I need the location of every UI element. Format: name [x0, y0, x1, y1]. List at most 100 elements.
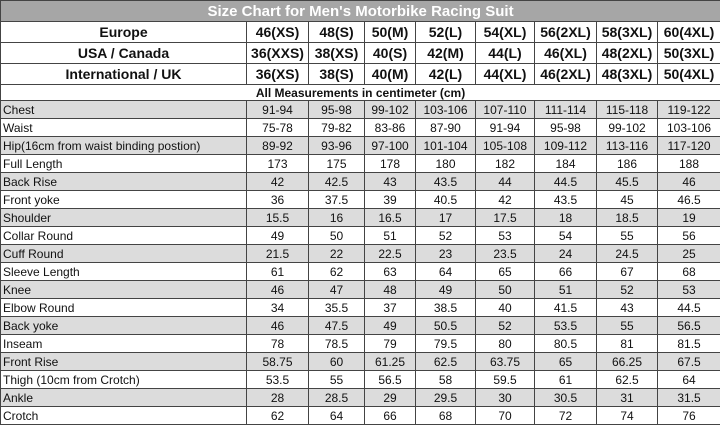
- size-label: 44(XL): [476, 64, 535, 85]
- measurement-value: 15.5: [247, 209, 309, 227]
- measurement-value: 37: [365, 299, 416, 317]
- measurement-value: 180: [416, 155, 476, 173]
- chart-title: Size Chart for Men's Motorbike Racing Su…: [1, 1, 720, 22]
- size-label: 58(3XL): [597, 22, 658, 43]
- measurement-value: 91-94: [247, 101, 309, 119]
- measurement-value: 49: [247, 227, 309, 245]
- measurement-value: 51: [365, 227, 416, 245]
- measurement-label: Inseam: [1, 335, 247, 353]
- size-label: 36(XS): [247, 64, 309, 85]
- size-label: 44(L): [476, 43, 535, 64]
- measurement-label: Crotch: [1, 407, 247, 425]
- measurement-value: 30.5: [535, 389, 597, 407]
- size-label: 54(XL): [476, 22, 535, 43]
- measurement-value: 80.5: [535, 335, 597, 353]
- measurement-value: 44: [476, 173, 535, 191]
- title-row: Size Chart for Men's Motorbike Racing Su…: [1, 1, 720, 22]
- measurement-value: 29: [365, 389, 416, 407]
- size-label: 48(3XL): [597, 64, 658, 85]
- measurement-value: 79.5: [416, 335, 476, 353]
- measurement-value: 95-98: [309, 101, 365, 119]
- measurement-value: 62: [247, 407, 309, 425]
- measurement-value: 109-112: [535, 137, 597, 155]
- measurement-value: 99-102: [365, 101, 416, 119]
- measurement-note: All Measurements in centimeter (cm): [1, 85, 720, 101]
- measurement-value: 107-110: [476, 101, 535, 119]
- measurement-value: 63: [365, 263, 416, 281]
- measurement-value: 67.5: [658, 353, 720, 371]
- measurement-value: 61: [535, 371, 597, 389]
- measurement-value: 52: [416, 227, 476, 245]
- measurement-value: 173: [247, 155, 309, 173]
- measurement-value: 25: [658, 245, 720, 263]
- measurement-value: 103-106: [416, 101, 476, 119]
- measurement-value: 188: [658, 155, 720, 173]
- measurement-value: 35.5: [309, 299, 365, 317]
- measurement-value: 62.5: [597, 371, 658, 389]
- measurement-value: 101-104: [416, 137, 476, 155]
- table-row: Hip(16cm from waist binding postion)89-9…: [1, 137, 720, 155]
- measurement-value: 67: [597, 263, 658, 281]
- measurement-value: 80: [476, 335, 535, 353]
- measurement-value: 64: [309, 407, 365, 425]
- measurement-label: Chest: [1, 101, 247, 119]
- measurement-value: 42.5: [309, 173, 365, 191]
- measurement-label: Elbow Round: [1, 299, 247, 317]
- measurement-label: Knee: [1, 281, 247, 299]
- measurement-value: 62.5: [416, 353, 476, 371]
- measurement-value: 16.5: [365, 209, 416, 227]
- size-label: 48(2XL): [597, 43, 658, 64]
- measurement-value: 56.5: [365, 371, 416, 389]
- measurement-label: Back Rise: [1, 173, 247, 191]
- measurement-value: 64: [658, 371, 720, 389]
- measurement-value: 42: [476, 191, 535, 209]
- measurement-value: 75-78: [247, 119, 309, 137]
- measurement-value: 66: [365, 407, 416, 425]
- measurement-value: 47: [309, 281, 365, 299]
- measurement-value: 55: [597, 317, 658, 335]
- measurement-value: 103-106: [658, 119, 720, 137]
- size-label: 48(S): [309, 22, 365, 43]
- measurement-value: 105-108: [476, 137, 535, 155]
- measurement-value: 43: [365, 173, 416, 191]
- measurement-value: 79: [365, 335, 416, 353]
- size-label: 56(2XL): [535, 22, 597, 43]
- measurement-value: 56: [658, 227, 720, 245]
- measurement-value: 38.5: [416, 299, 476, 317]
- size-label: 36(XXS): [247, 43, 309, 64]
- measurement-value: 50: [476, 281, 535, 299]
- measurement-value: 40: [476, 299, 535, 317]
- measurement-label: Full Length: [1, 155, 247, 173]
- measurement-value: 55: [597, 227, 658, 245]
- measurement-label: Collar Round: [1, 227, 247, 245]
- measurement-value: 28: [247, 389, 309, 407]
- size-label: 42(L): [416, 64, 476, 85]
- measurement-value: 63.75: [476, 353, 535, 371]
- measurement-value: 68: [658, 263, 720, 281]
- measurement-value: 81: [597, 335, 658, 353]
- measurement-value: 65: [476, 263, 535, 281]
- measurement-label: Sleeve Length: [1, 263, 247, 281]
- size-system-label: USA / Canada: [1, 43, 247, 64]
- measurement-value: 29.5: [416, 389, 476, 407]
- size-label: 60(4XL): [658, 22, 720, 43]
- measurement-value: 36: [247, 191, 309, 209]
- measurement-note-row: All Measurements in centimeter (cm): [1, 85, 720, 101]
- measurement-value: 53.5: [247, 371, 309, 389]
- measurement-value: 47.5: [309, 317, 365, 335]
- measurement-value: 46.5: [658, 191, 720, 209]
- measurement-value: 52: [476, 317, 535, 335]
- measurement-value: 93-96: [309, 137, 365, 155]
- measurement-value: 37.5: [309, 191, 365, 209]
- measurement-value: 81.5: [658, 335, 720, 353]
- measurement-value: 62: [309, 263, 365, 281]
